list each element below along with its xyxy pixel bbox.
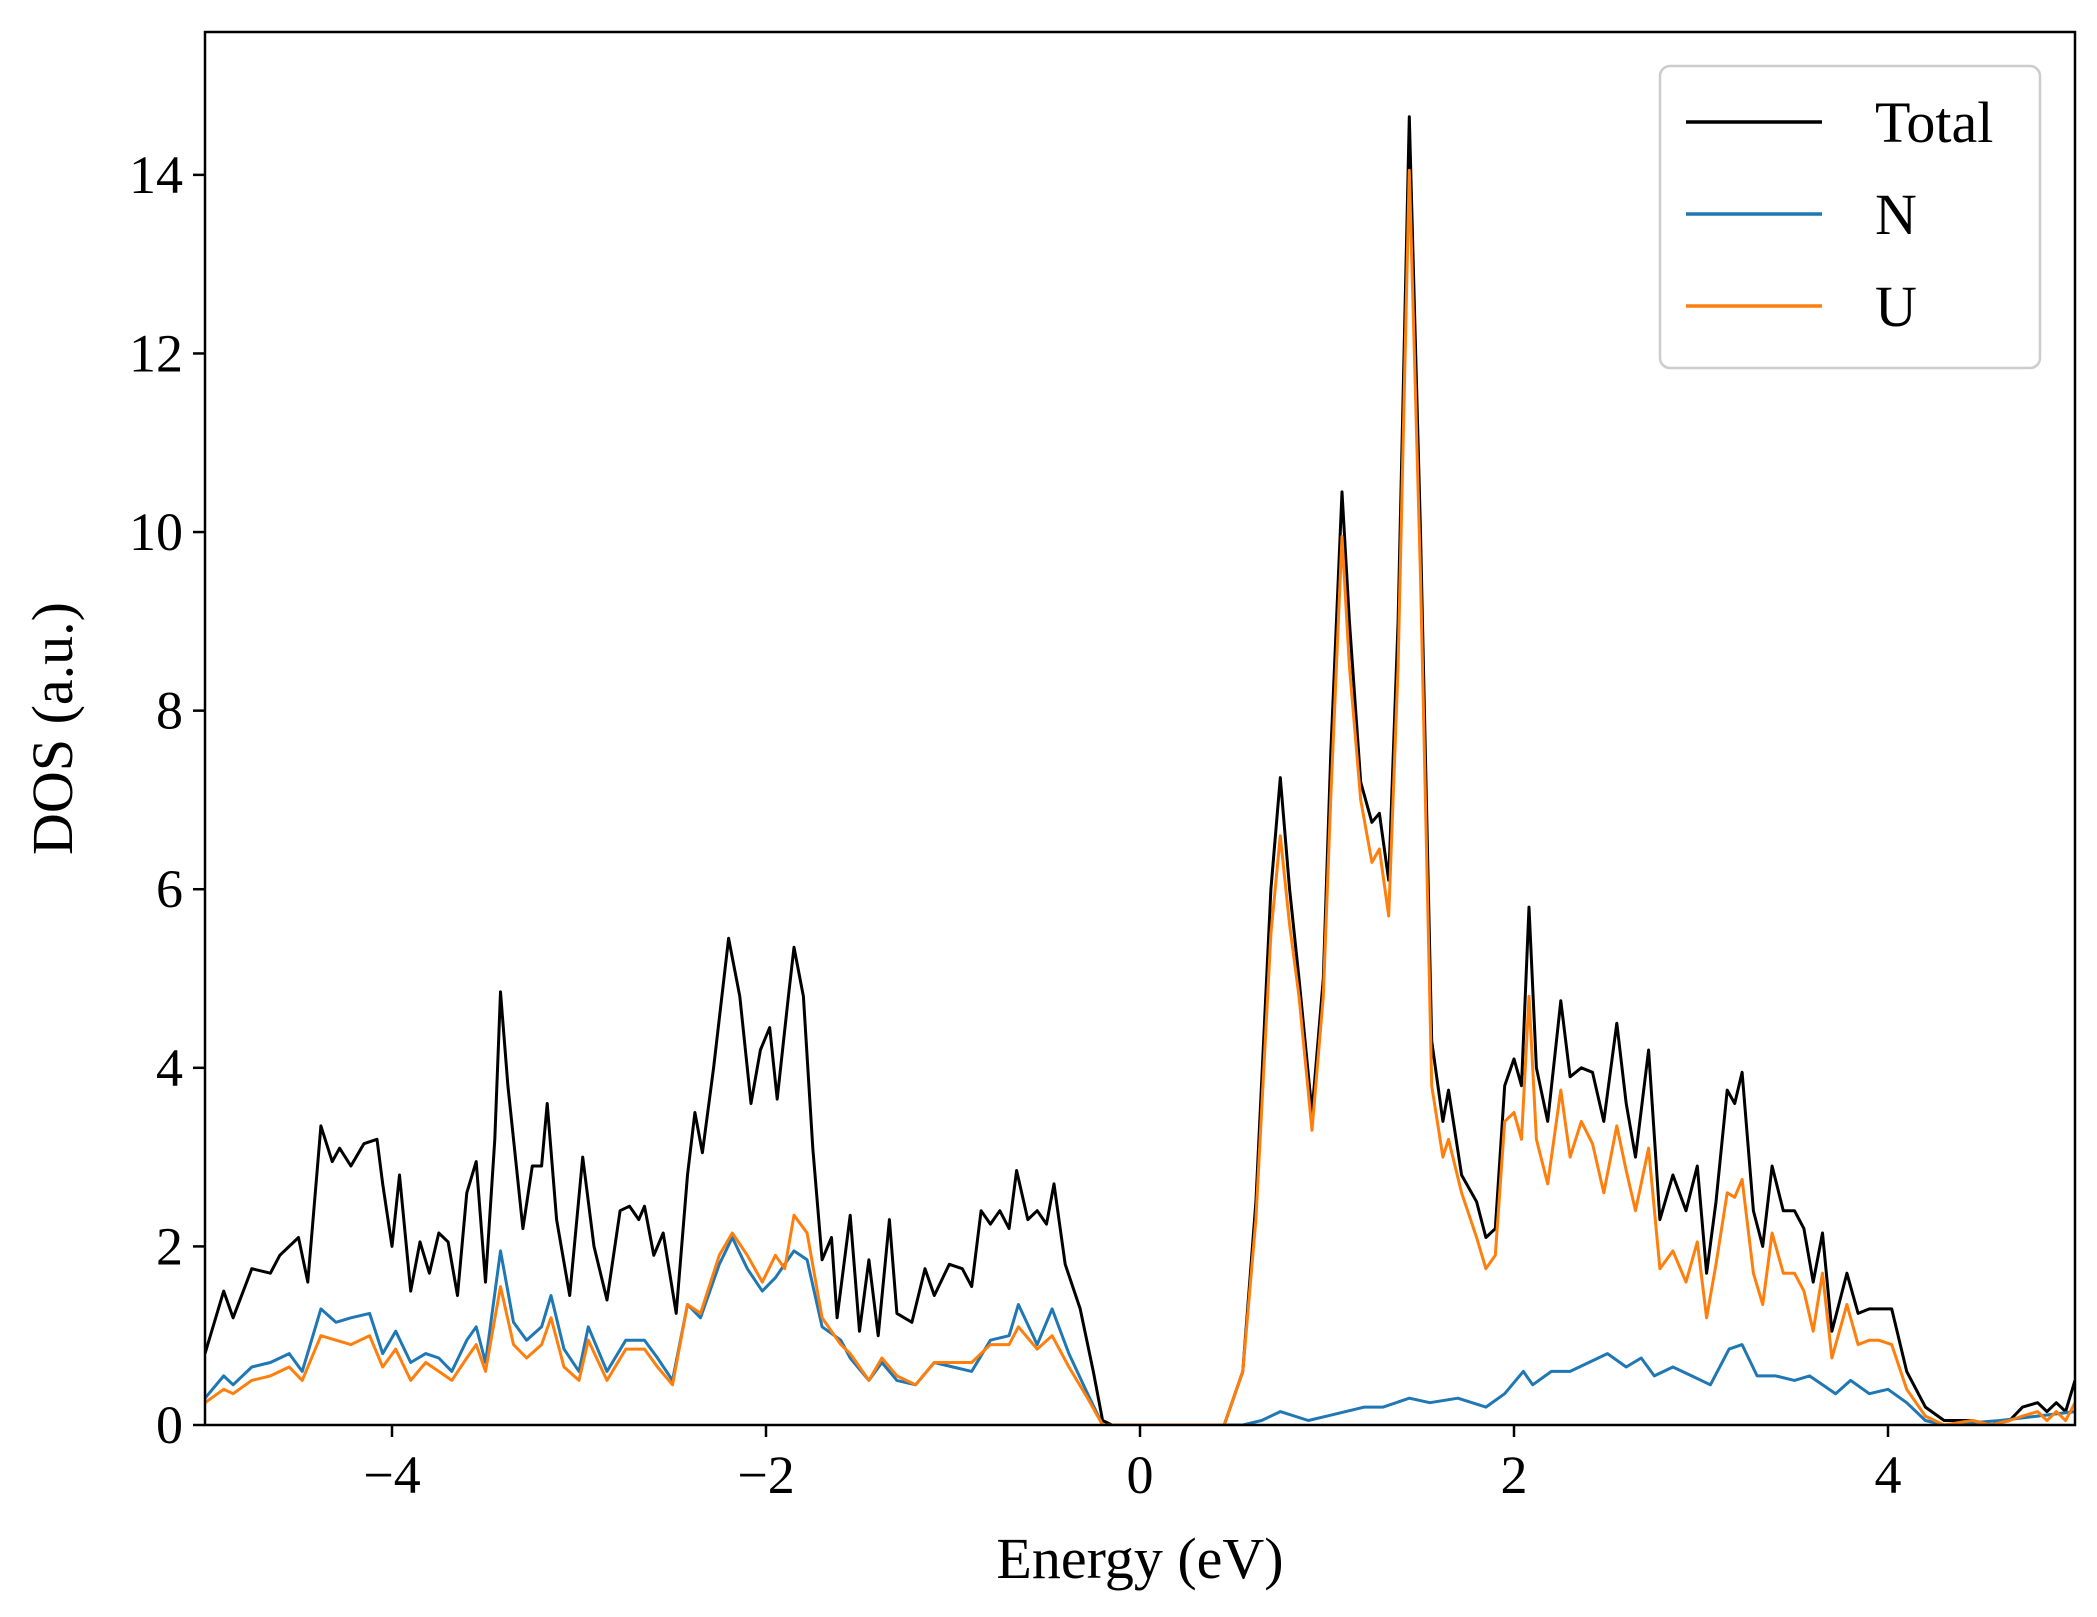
- plot-frame: [203, 30, 2077, 1427]
- y-tick-label: 14: [129, 145, 183, 205]
- ticks-layer: −4 −2 0 2 4 0 2 4 6 8 10 12 14: [129, 145, 1902, 1505]
- series-layer: [205, 115, 2075, 1425]
- y-axis-label: DOS (a.u.): [20, 602, 85, 855]
- x-tick-label: 4: [1875, 1445, 1902, 1505]
- series-line-u: [205, 168, 2075, 1425]
- legend-box: [1658, 64, 2042, 370]
- x-tick-label: −2: [737, 1445, 794, 1505]
- y-tick-label: 8: [156, 681, 183, 741]
- x-tick-label: −4: [363, 1445, 420, 1505]
- legend-label-u: U: [1875, 274, 1917, 339]
- y-tick-label: 10: [129, 502, 183, 562]
- y-tick-label: 12: [129, 323, 183, 383]
- y-tick-label: 4: [156, 1038, 183, 1098]
- y-tick-label: 6: [156, 859, 183, 919]
- y-tick-label: 0: [156, 1395, 183, 1455]
- legend: Total NU: [1658, 64, 2042, 370]
- series-line-n: [205, 1236, 2075, 1425]
- legend-label-total: Total: [1875, 90, 1993, 155]
- x-tick-label: 2: [1501, 1445, 1528, 1505]
- x-tick-label: 0: [1127, 1445, 1154, 1505]
- y-tick-label: 2: [156, 1216, 183, 1276]
- series-line-total: [205, 115, 2075, 1425]
- x-axis-label: Energy (eV): [996, 1526, 1283, 1591]
- legend-label-n: N: [1875, 182, 1917, 247]
